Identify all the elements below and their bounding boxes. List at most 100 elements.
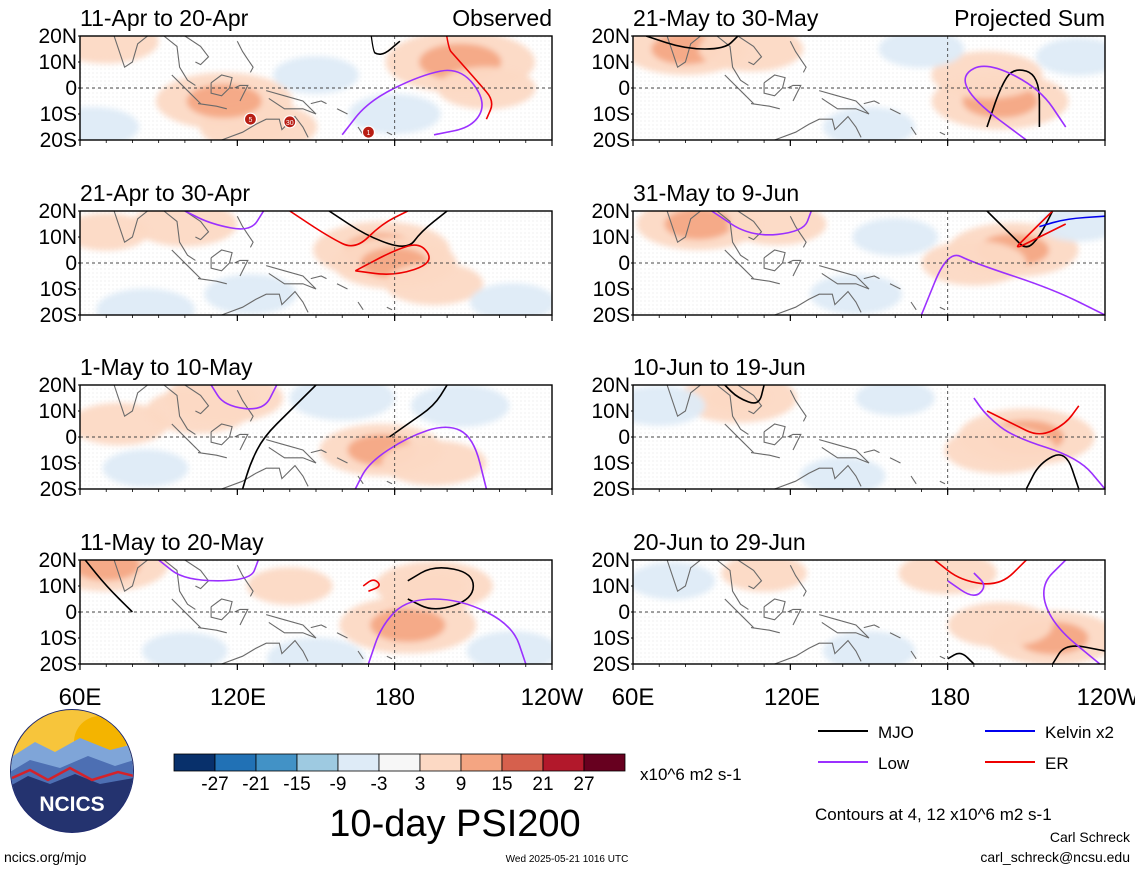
anomaly-region — [944, 426, 1056, 474]
coastline — [789, 564, 807, 597]
anomaly-region — [852, 218, 939, 256]
anomaly-region — [381, 440, 487, 486]
lat-label: 20S — [40, 653, 77, 676]
anomaly-core — [370, 607, 446, 643]
coastline — [819, 90, 870, 115]
colorbar-label: -21 — [242, 774, 269, 795]
coastline — [638, 211, 702, 244]
colorbar-label: 15 — [491, 774, 512, 795]
coastline — [716, 36, 749, 86]
contour-mjo — [645, 36, 739, 50]
contour-low — [920, 254, 1105, 315]
coastline — [774, 115, 862, 140]
anomaly-region — [132, 211, 238, 247]
colorbar-swatch — [296, 753, 339, 772]
colorbar-label: 9 — [456, 774, 467, 795]
coastline — [171, 423, 201, 453]
lat-label: 10S — [40, 278, 77, 301]
storm-marker-label: 30 — [286, 120, 294, 127]
coastline — [724, 598, 754, 628]
lon-label-60e-left: 60E — [59, 684, 102, 711]
legend-label-kelvin: Kelvin x2 — [1045, 723, 1114, 742]
lon-label-120e-left: 120E — [210, 684, 266, 711]
anomaly-region — [947, 602, 1053, 648]
coastline — [163, 211, 196, 261]
storm-marker: 30 — [283, 115, 297, 129]
lat-label: 0 — [65, 252, 77, 275]
panel-title: 21-Apr to 30-Apr — [80, 180, 250, 206]
anomaly-core — [186, 83, 262, 119]
coastline — [221, 290, 309, 315]
colorbar-units: x10^6 m2 s-1 — [640, 765, 742, 784]
coastline — [310, 624, 327, 629]
storm-marker-label: 5 — [248, 117, 252, 124]
anomaly-region — [921, 240, 1027, 286]
coastline — [789, 40, 807, 73]
coastline — [789, 389, 807, 422]
anomaly-region — [466, 631, 552, 664]
coastline — [774, 464, 862, 489]
anomaly-region — [145, 388, 251, 434]
lat-label: 20S — [40, 304, 77, 327]
coastline — [266, 439, 317, 464]
anomaly-region — [273, 56, 359, 94]
lat-label: 20N — [38, 25, 77, 48]
anomaly-region — [633, 562, 716, 600]
contour-low — [947, 572, 985, 596]
lat-label: 20N — [38, 549, 77, 572]
colorbar-swatch — [419, 753, 462, 772]
contour-mjo — [241, 385, 317, 489]
coastline — [184, 211, 210, 241]
contour-mjo — [407, 567, 475, 610]
lat-label: 0 — [618, 601, 630, 624]
contour-er — [362, 579, 380, 592]
legend-label-low: Low — [878, 754, 910, 773]
anomaly-region — [878, 36, 965, 68]
anomaly-core — [80, 560, 141, 581]
colorbar-label: 21 — [532, 774, 553, 795]
legend-label-er: ER — [1045, 754, 1069, 773]
lon-label-120e-right: 120E — [764, 684, 820, 711]
coastline — [889, 457, 901, 464]
anomaly-region — [823, 107, 915, 140]
coastline — [638, 560, 702, 593]
colorbar-label: -9 — [330, 774, 347, 795]
anomaly-region — [0, 145, 11, 187]
coastline — [234, 608, 249, 626]
contour-mjo — [947, 652, 975, 664]
lat-label: 10N — [38, 400, 77, 423]
contour-low — [158, 560, 260, 582]
coastline — [763, 249, 786, 272]
anomaly-region — [898, 560, 997, 595]
coastline — [310, 100, 327, 105]
coastline — [787, 84, 802, 102]
coastline — [939, 306, 946, 311]
coastline — [910, 475, 917, 485]
anomaly-region — [698, 36, 804, 72]
coastline — [724, 423, 754, 453]
lat-label: 0 — [65, 601, 77, 624]
coastline — [638, 385, 702, 418]
coastline — [774, 639, 862, 664]
coastline — [386, 480, 393, 485]
lon-label-180-right: 180 — [930, 684, 970, 711]
lat-label: 10N — [591, 400, 630, 423]
coastline — [716, 385, 749, 435]
lat-label: 10N — [591, 575, 630, 598]
coastline — [197, 452, 227, 459]
coastline — [763, 423, 786, 446]
contour-er — [445, 36, 493, 120]
lon-axis-labels: 60E 120E 180 120W 60E 120E 180 120W — [59, 684, 1135, 711]
coastline — [737, 211, 763, 241]
coastline — [750, 627, 780, 634]
lat-label: 10N — [38, 575, 77, 598]
contour-mjo — [724, 385, 765, 404]
colorbar-label: -15 — [283, 774, 310, 795]
colorbar: -27 -21 -15 -9 -3 3 9 15 21 27 — [173, 753, 626, 795]
coastline — [163, 385, 196, 435]
contour-mjo — [1025, 454, 1080, 489]
contour-low — [210, 385, 278, 410]
coastline — [737, 36, 763, 66]
coastline — [863, 624, 880, 629]
